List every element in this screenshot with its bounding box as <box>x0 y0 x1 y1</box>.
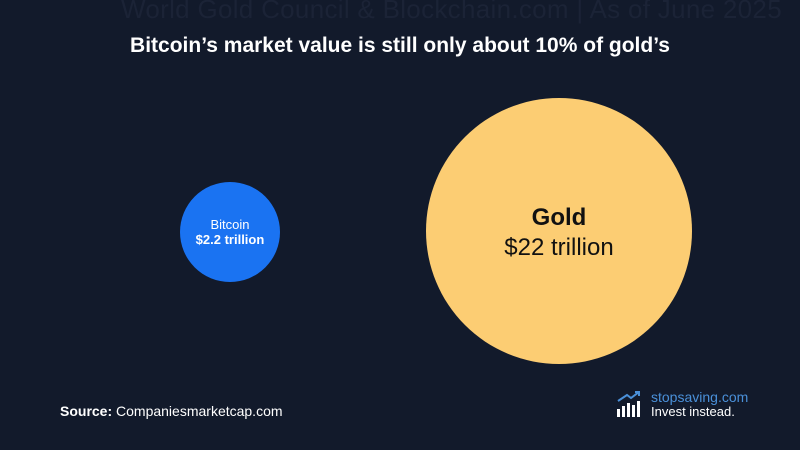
bubble-bitcoin: Bitcoin $2.2 trillion <box>180 182 280 282</box>
source-prefix: Source: <box>60 403 113 419</box>
brand-name: stopsaving.com <box>651 389 748 405</box>
bubble-gold: Gold $22 trillion <box>426 98 692 364</box>
bitcoin-value-label: $2.2 trillion <box>196 232 265 247</box>
watermark-text: World Gold Council & Blockchain.com | As… <box>121 0 782 24</box>
gold-name-label: Gold <box>532 204 587 231</box>
gold-bubble <box>426 98 692 364</box>
brand-tld: .com <box>717 389 749 405</box>
brand-logo[interactable]: stopsaving.com Invest instead. <box>616 389 786 423</box>
bar-chart-icon <box>617 391 640 417</box>
chart-title: Bitcoin’s market value is still only abo… <box>130 34 670 57</box>
brand-name-main: stopsaving <box>651 389 718 405</box>
source-text: Companiesmarketcap.com <box>112 403 283 419</box>
source-note: Source: Companiesmarketcap.com <box>60 403 283 419</box>
bitcoin-bubble <box>180 182 280 282</box>
bitcoin-name-label: Bitcoin <box>210 217 249 232</box>
gold-value-label: $22 trillion <box>504 234 613 261</box>
brand-tagline: Invest instead. <box>651 404 735 419</box>
